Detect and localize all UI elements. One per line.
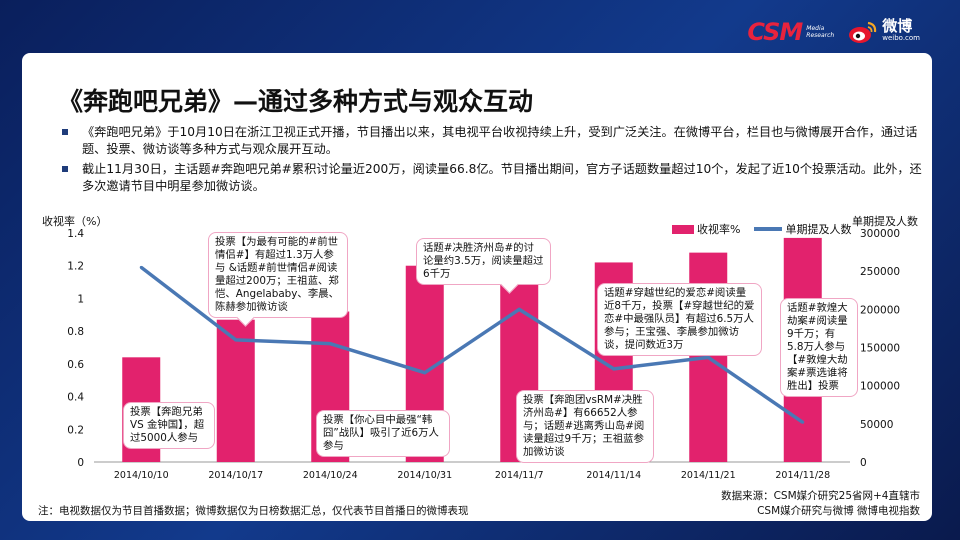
y-tick-label-left: 0.4: [67, 392, 84, 404]
weibo-logo-cn: 微博: [882, 17, 913, 35]
header-logos: CSM Media Research 微博 weibo.com: [747, 18, 920, 46]
y-tick-label-left: 0.8: [67, 326, 84, 338]
annotation-callout: 投票【为最有可能的#前世情侣#】有超过1.3万人参与 &话题#前世情侣#阅读量超…: [208, 232, 348, 327]
y-tick-label-left: 1.2: [67, 261, 84, 273]
annotation-text: 话题#敦煌大劫案#阅读量9千万；有5.8万人参与【#敦煌大劫案#票选谁将胜出】投…: [787, 302, 848, 392]
y-tick-label-right: 50000: [860, 419, 893, 431]
csm-logo-mark: CSM: [747, 18, 803, 46]
bar: [216, 319, 255, 462]
annotation-callout: 话题#穿越世纪的爱恋#阅读量近8千万，投票【#穿越世纪的爱恋#中最强队员】有超过…: [597, 283, 762, 356]
annotation-callout: 投票【奔跑团vsRM#决胜济州岛#】有66652人参与；话题#逃离秀山岛#阅读量…: [516, 390, 654, 463]
y-tick-label-right: 200000: [860, 304, 900, 316]
annotation-callout: 投票【奔跑兄弟 VS 金钟国】，超过5000人参与: [123, 402, 215, 449]
bullet-text: 截止11月30日，主话题#奔跑吧兄弟#累积讨论量近200万，阅读量66.8亿。节…: [82, 162, 922, 193]
legend-bar-swatch: [672, 224, 694, 234]
x-tick-label: 2014/10/24: [303, 470, 358, 481]
line-point: [517, 307, 521, 311]
y-tick-label-right: 250000: [860, 266, 900, 278]
bullet-text: 《奔跑吧兄弟》于10月10日在浙江卫视正式开播，节目播出以来，其电视平台收视持续…: [82, 125, 918, 156]
csm-logo-sub-2: Research: [806, 32, 835, 39]
y-axis-label-left: 收视率（%）: [42, 215, 108, 228]
y-axis-label-right: 单期提及人数: [852, 215, 918, 228]
line-point: [234, 338, 238, 342]
x-tick-label: 2014/10/31: [397, 470, 452, 481]
x-tick-label: 2014/11/7: [495, 470, 544, 481]
y-tick-label-right: 150000: [860, 343, 900, 355]
y-tick-label-left: 0: [77, 457, 84, 469]
bullet-item: 《奔跑吧兄弟》于10月10日在浙江卫视正式开播，节目播出以来，其电视平台收视持续…: [62, 124, 922, 158]
line-point: [139, 265, 143, 269]
y-tick-label-right: 100000: [860, 381, 900, 393]
annotation-callout: 话题#敦煌大劫案#阅读量9千万；有5.8万人参与【#敦煌大劫案#票选谁将胜出】投…: [780, 298, 858, 397]
csm-logo-sub: Media Research: [806, 25, 834, 39]
bullet-item: 截止11月30日，主话题#奔跑吧兄弟#累积讨论量近200万，阅读量66.8亿。节…: [62, 161, 922, 195]
legend-line-label: 单期提及人数: [785, 223, 852, 236]
x-tick-label: 2014/10/17: [208, 470, 263, 481]
line-point: [328, 342, 332, 346]
line-point: [706, 355, 710, 359]
y-tick-label-left: 0.2: [67, 424, 84, 436]
annotation-callout: 话题#决胜济州岛#的讨论量约3.5万，阅读量超过6千万: [416, 238, 551, 294]
data-source: 数据来源：CSM媒介研究25省网+4直辖市 CSM媒介研究与微博 微博电视指数: [721, 489, 920, 519]
annotation-text: 投票【奔跑兄弟 VS 金钟国】，超过5000人参与: [130, 406, 205, 444]
footnote: 注：电视数据仅为节目首播数据；微博数据仅为日榜数据汇总，仅代表节目首播日的微博表…: [38, 505, 469, 517]
source-line: 数据来源：CSM媒介研究25省网+4直辖市: [721, 490, 920, 502]
annotation-callout: 投票【你心目中最强“韩囧”战队】吸引了近6万人参与: [316, 410, 450, 457]
annotation-text: 投票【你心目中最强“韩囧”战队】吸引了近6万人参与: [323, 414, 439, 452]
x-tick-label: 2014/11/21: [681, 470, 736, 481]
csm-logo: CSM Media Research: [747, 18, 834, 46]
weibo-eye-icon: [849, 21, 877, 43]
source-line: CSM媒介研究与微博 微博电视指数: [757, 505, 920, 517]
bullet-marker: [62, 129, 68, 135]
annotation-text: 投票【为最有可能的#前世情侣#】有超过1.3万人参与 &话题#前世情侣#阅读量超…: [215, 236, 339, 313]
legend-bar-label: 收视率%: [697, 223, 741, 236]
bullet-marker: [62, 166, 68, 172]
legend-line-swatch: [754, 227, 783, 231]
y-tick-label-left: 1: [77, 293, 84, 305]
y-tick-label-right: 0: [860, 457, 867, 469]
csm-logo-sub-1: Media: [806, 25, 825, 32]
bullet-list: 《奔跑吧兄弟》于10月10日在浙江卫视正式开播，节目播出以来，其电视平台收视持续…: [62, 124, 922, 198]
line-point: [423, 371, 427, 375]
x-tick-label: 2014/11/14: [586, 470, 641, 481]
x-tick-label: 2014/10/10: [114, 470, 169, 481]
line-point: [801, 420, 805, 424]
legend: 收视率% 单期提及人数: [672, 221, 851, 237]
line-point: [612, 367, 616, 371]
weibo-logo: 微博 weibo.com: [848, 17, 920, 44]
y-tick-label-left: 1.4: [67, 228, 84, 240]
x-tick-label: 2014/11/28: [775, 470, 830, 481]
series-line: [140, 265, 804, 424]
annotation-text: 投票【奔跑团vsRM#决胜济州岛#】有66652人参与；话题#逃离秀山岛#阅读量…: [523, 394, 645, 458]
y-tick-label-right: 300000: [860, 228, 900, 240]
annotation-text: 话题#决胜济州岛#的讨论量约3.5万，阅读量超过6千万: [423, 242, 544, 280]
annotation-text: 话题#穿越世纪的爱恋#阅读量近8千万，投票【#穿越世纪的爱恋#中最强队员】有超过…: [604, 287, 755, 351]
y-tick-label-left: 0.6: [67, 359, 84, 371]
weibo-logo-en: weibo.com: [882, 34, 920, 42]
page-title: 《奔跑吧兄弟》—通过多种方式与观众互动: [58, 87, 534, 116]
